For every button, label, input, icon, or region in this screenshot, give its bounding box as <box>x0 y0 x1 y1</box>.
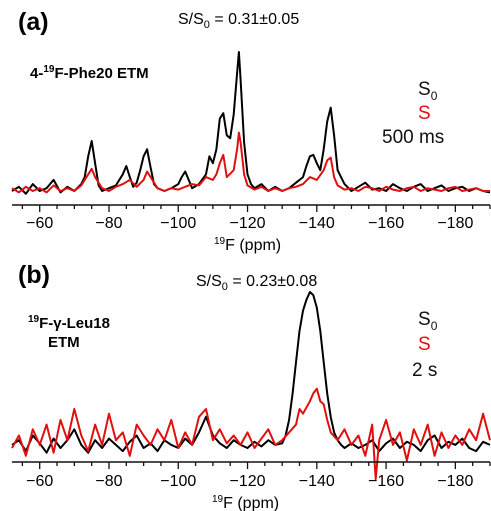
panel-b-ratio: S/S0 = 0.23±0.08 <box>196 273 317 293</box>
panel-a-xlabel: 19F (ppm) <box>214 236 281 254</box>
tick-label-b: −160 <box>368 473 404 490</box>
panel-a-label: (a) <box>18 8 49 36</box>
panel-a-sample-label: 4-19F-Phe20 ETM <box>30 64 149 82</box>
panel-a: (a) S/S0 = 0.31±0.05 4-19F-Phe20 ETM S0 … <box>11 8 491 254</box>
series-line-a-s0 <box>11 51 491 195</box>
series-line-b-s <box>11 387 491 481</box>
tick-label-a: −140 <box>299 215 335 232</box>
panel-b-legend: S0 S 2 s <box>412 309 438 381</box>
legend-b-s: S <box>418 334 431 355</box>
tick-label-b: −100 <box>160 473 196 490</box>
tick-label-a: −160 <box>368 215 404 232</box>
panel-a-plot: −60 −80 −100 −120 −140 −160 −180 <box>11 51 491 232</box>
series-line-b-s0 <box>11 291 491 454</box>
tick-label-a: −180 <box>437 215 473 232</box>
tick-label-b: −120 <box>230 473 266 490</box>
tick-label-b: −180 <box>437 473 473 490</box>
panel-b-xlabel: 19F (ppm) <box>212 494 279 511</box>
panel-b-sample-label: 19F-γ-Leu18 <box>28 314 110 332</box>
legend-a-s0: S0 <box>418 79 438 103</box>
tick-label-a: −120 <box>230 215 266 232</box>
panel-a-legend: S0 S 500 ms <box>382 79 444 148</box>
legend-a-s: S <box>418 103 431 124</box>
panel-b-label: (b) <box>18 261 50 289</box>
panel-a-ratio: S/S0 = 0.31±0.05 <box>178 11 299 31</box>
series-line-a-s <box>11 131 490 194</box>
tick-label-a: −60 <box>26 215 53 232</box>
legend-b-time: 2 s <box>412 360 437 381</box>
legend-a-time: 500 ms <box>382 127 444 148</box>
tick-label-b: −140 <box>299 473 335 490</box>
panel-b-plot: −60 −80 −100 −120 −140 −160 −180 <box>11 291 491 490</box>
panel-b-sample-label-line2: ETM <box>48 334 80 351</box>
tick-label-b: −80 <box>95 473 122 490</box>
legend-b-s0: S0 <box>418 309 438 333</box>
tick-label-b: −60 <box>26 473 53 490</box>
panel-b: (b) S/S0 = 0.23±0.08 19F-γ-Leu18 ETM S0 … <box>11 261 491 511</box>
tick-label-a: −100 <box>160 215 196 232</box>
tick-label-a: −80 <box>95 215 122 232</box>
